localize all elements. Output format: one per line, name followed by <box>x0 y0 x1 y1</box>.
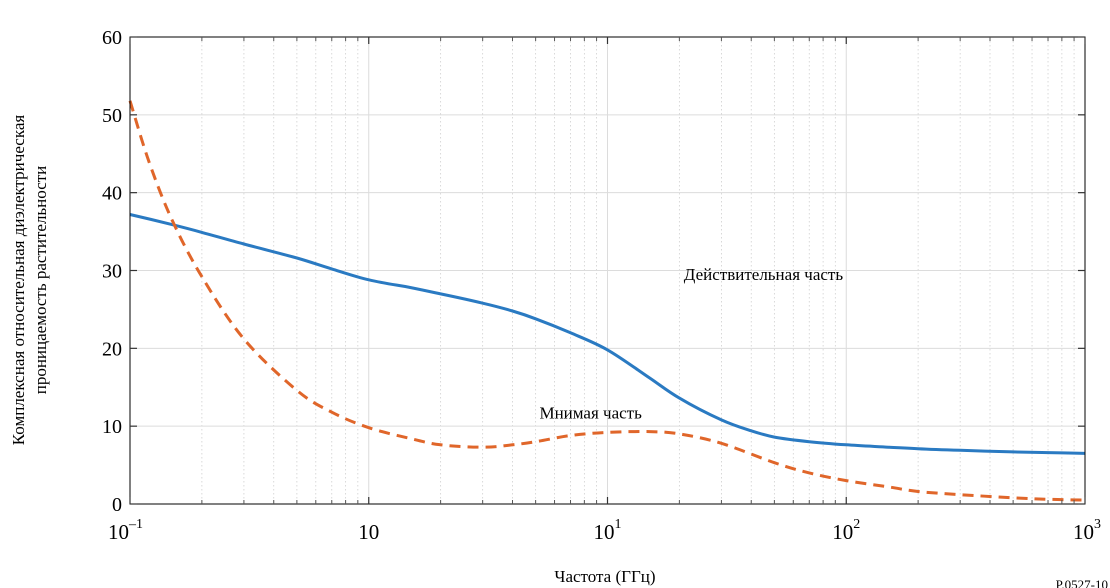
annotations: Действительная часть Мнимая часть <box>539 265 843 423</box>
y-tick-label: 50 <box>102 105 122 127</box>
x-tick-labels: 10–1 10 101 102 103 <box>108 517 1101 544</box>
x-axis-label: Частота (ГГц) <box>554 567 655 586</box>
annotation-imaginary-part: Мнимая часть <box>539 403 642 422</box>
y-tick-label: 20 <box>102 338 122 360</box>
y-tick-label: 10 <box>102 416 122 438</box>
ticks-layer <box>129 36 1086 505</box>
annotation-real-part: Действительная часть <box>684 265 844 284</box>
x-tick-label: 10–1 <box>108 517 143 544</box>
y-tick-labels: 0 10 20 30 40 50 60 <box>102 27 122 516</box>
x-tick-label: 101 <box>594 517 622 544</box>
y-axis-label-line-2: проницаемость растительности <box>31 166 50 395</box>
series-layer <box>128 100 1086 502</box>
x-tick-label: 102 <box>832 517 860 544</box>
y-tick-label: 0 <box>112 494 122 516</box>
x-tick-label: 10 <box>358 520 379 544</box>
series-line-imaginary <box>128 100 1086 502</box>
figure-id: P.0527-10 <box>1056 577 1108 588</box>
y-tick-label: 30 <box>102 261 122 283</box>
x-tick-label: 103 <box>1073 517 1101 544</box>
y-axis-label-line-1: Комплексная относительная диэлектрическа… <box>9 115 28 446</box>
y-tick-label: 60 <box>102 27 122 49</box>
major-grid <box>129 36 1086 505</box>
series-line-real <box>129 213 1086 455</box>
y-tick-label: 40 <box>102 183 122 205</box>
